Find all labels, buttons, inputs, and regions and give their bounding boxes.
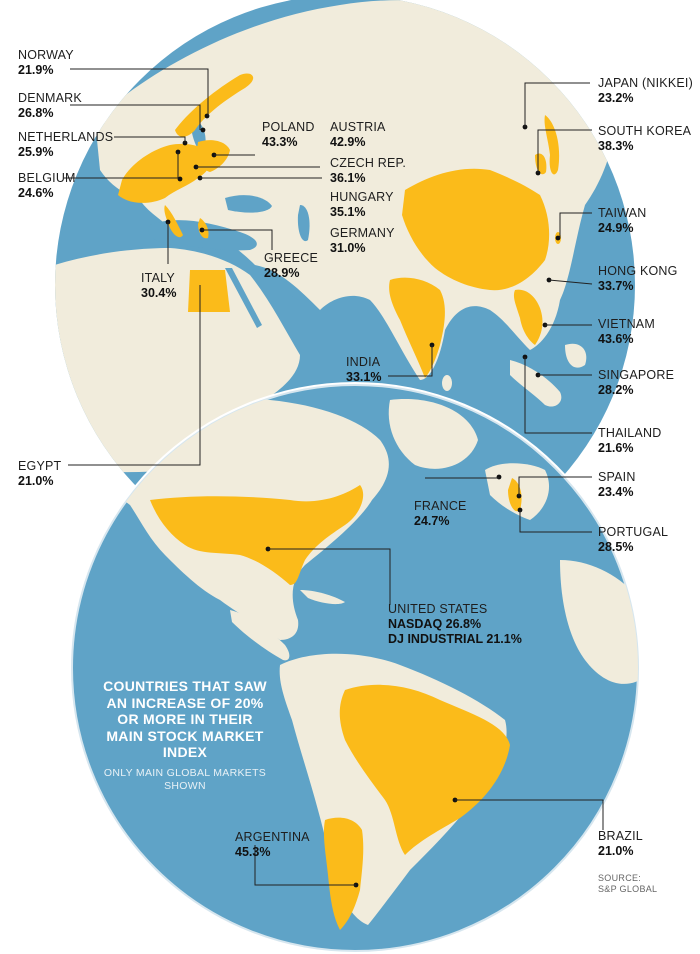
sea-gulf [280, 280, 302, 300]
label-italy: ITALY 30.4% [141, 271, 177, 300]
egypt-shape [188, 270, 230, 312]
land-cuba [300, 590, 345, 605]
land-greenland [388, 399, 478, 469]
china-shape [402, 168, 550, 291]
label-austria: AUSTRIA 42.9% [330, 120, 386, 149]
indochina-shape [513, 289, 543, 345]
italy-shape [164, 205, 183, 238]
bottom-globe [69, 382, 641, 954]
label-greece: GREECE 28.9% [264, 251, 318, 280]
label-south-korea: SOUTH KOREA 38.3% [598, 124, 692, 153]
label-egypt: EGYPT 21.0% [18, 459, 62, 488]
land-sea-islands [510, 360, 562, 407]
label-norway: NORWAY 21.9% [18, 48, 74, 78]
land-borneo [565, 343, 587, 368]
land-uk [103, 117, 124, 146]
label-denmark: DENMARK 26.8% [18, 91, 82, 120]
label-germany: GERMANY 31.0% [330, 226, 395, 255]
label-portugal: PORTUGAL 28.5% [598, 525, 669, 554]
label-czech: CZECH REP. 36.1% [330, 156, 407, 185]
sea-black [225, 195, 272, 213]
land-central-america [230, 610, 290, 661]
label-spain: SPAIN 23.4% [598, 470, 636, 499]
label-united-states: UNITED STATES NASDAQ 26.8% DJ INDUSTRIAL… [388, 602, 522, 646]
label-netherlands: NETHERLANDS 25.9% [18, 130, 114, 159]
sea-caspian [297, 205, 310, 242]
label-argentina: ARGENTINA 45.3% [235, 830, 310, 859]
western-europe-shape [118, 143, 212, 203]
country-value: 21.9% [18, 63, 54, 77]
label-japan: JAPAN (NIKKEI) 23.2% [598, 76, 693, 105]
iberia-highlight-shape [508, 478, 522, 512]
brazil-shape [339, 684, 510, 855]
india-shape [389, 277, 445, 378]
leader-lines [64, 68, 604, 886]
usa-shape [150, 485, 364, 585]
label-taiwan: TAIWAN 24.9% [598, 206, 647, 235]
map-subtitle: ONLY MAIN GLOBAL MARKETS SHOWN [103, 766, 267, 792]
label-vietnam: VIETNAM 43.6% [598, 317, 655, 346]
label-hong-kong: HONG KONG 33.7% [598, 264, 678, 293]
highlighted-countries [118, 73, 561, 378]
source-note: SOURCE: S&P GLOBAL [598, 873, 658, 894]
label-india: INDIA 33.1% [346, 355, 382, 384]
highlighted-americas [150, 478, 522, 930]
argentina-shape [323, 817, 364, 930]
map-title: COUNTRIES THAT SAW AN INCREASE OF 20% OR… [103, 678, 267, 760]
label-singapore: SINGAPORE 28.2% [598, 368, 675, 397]
title-block: COUNTRIES THAT SAW AN INCREASE OF 20% OR… [100, 678, 270, 793]
country-name: NORWAY [18, 48, 74, 62]
label-hungary: HUNGARY 35.1% [330, 190, 394, 219]
label-france: FRANCE 24.7% [414, 499, 467, 528]
label-thailand: THAILAND 21.6% [598, 426, 662, 455]
norway-shape [175, 73, 254, 137]
label-poland: POLAND 43.3% [262, 120, 315, 149]
land-africa-west [560, 560, 638, 684]
label-belgium: BELGIUM 24.6% [18, 171, 76, 200]
label-brazil: BRAZIL 21.0% [598, 829, 643, 858]
sea-red [225, 268, 262, 328]
